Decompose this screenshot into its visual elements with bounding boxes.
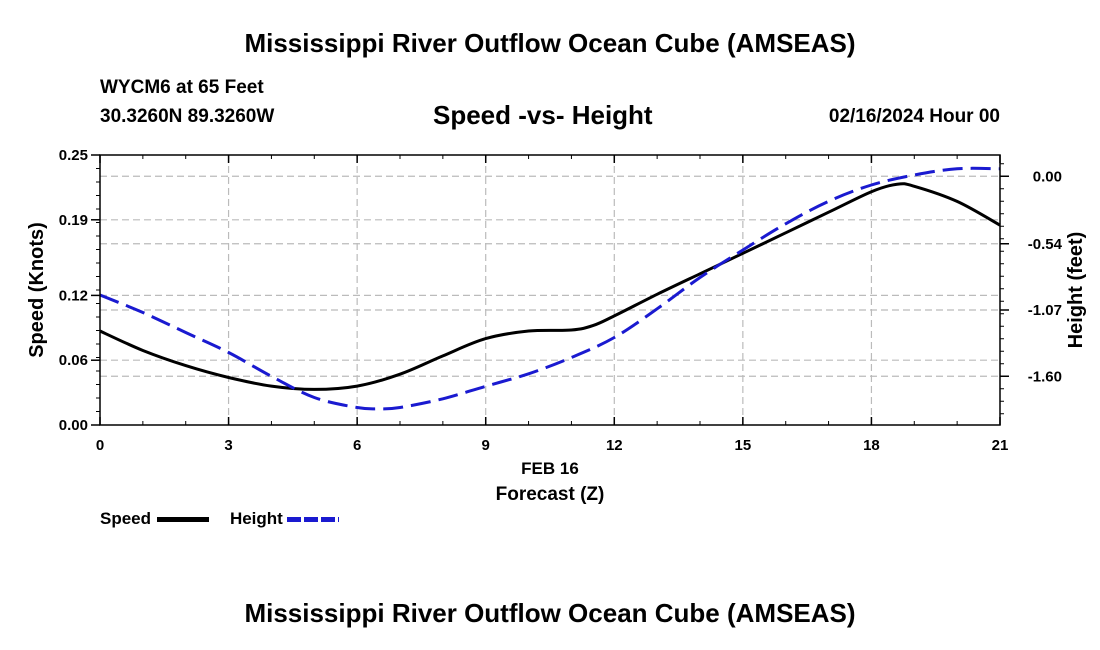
grid-lines [100, 155, 1000, 425]
station-label: WYCM6 at 65 Feet [100, 77, 264, 98]
y-left-tick-label: 0.12 [59, 287, 88, 304]
series-lines [99, 166, 1001, 411]
x-tick-label: 21 [992, 437, 1009, 454]
footer-title: Mississippi River Outflow Ocean Cube (AM… [244, 598, 856, 628]
x-tick-label: 6 [353, 437, 361, 454]
x-tick-label: 9 [482, 437, 490, 454]
x-tick-label: 0 [96, 437, 104, 454]
speed-series-line [99, 182, 1001, 391]
x-tick-label: 15 [735, 437, 752, 454]
x-axis-title: Forecast (Z) [496, 484, 605, 505]
axes: 0 3 6 9 12 15 18 21 0.00 0.06 0.12 0.19 0.25 0.00 -0.5… [59, 147, 1063, 454]
y-axis-left-title: Speed (Knots) [26, 222, 48, 358]
legend-height-label: Height [229, 509, 283, 528]
y-right-tick-label: 0.00 [1033, 168, 1062, 185]
chart-title: Speed -vs- Height [433, 100, 653, 130]
coordinates-label: 30.3260N 89.3260W [100, 106, 275, 127]
height-series-line [99, 166, 1001, 411]
legend-speed-label: Speed [100, 509, 152, 528]
y-left-tick-label: 0.25 [59, 147, 88, 164]
x-tick-label: 18 [863, 437, 880, 454]
y-left-tick-label: 0.06 [59, 352, 88, 369]
speed-vs-height-chart: 0 3 6 9 12 15 18 21 0.00 0.06 0.12 0.19 0.25 0.00 -0.5… [26, 147, 1087, 505]
y-left-tick-label: 0.00 [59, 417, 88, 434]
legend-speed-swatch [157, 517, 210, 523]
x-tick-label: 12 [606, 437, 623, 454]
y-right-tick-label: -1.60 [1028, 368, 1062, 385]
legend-height-swatch [287, 517, 340, 523]
y-right-tick-label: -1.07 [1028, 302, 1062, 319]
legend: Speed Height [100, 509, 340, 529]
y-axis-right-title: Height (feet) [1065, 232, 1087, 349]
datetime-label: 02/16/2024 Hour 00 [828, 106, 1000, 127]
y-right-tick-label: -0.54 [1028, 236, 1063, 253]
x-tick-label: 3 [224, 437, 232, 454]
x-axis-date-label: FEB 16 [521, 459, 579, 478]
page-title: Mississippi River Outflow Ocean Cube (AM… [244, 28, 856, 58]
y-left-tick-label: 0.19 [59, 212, 88, 229]
